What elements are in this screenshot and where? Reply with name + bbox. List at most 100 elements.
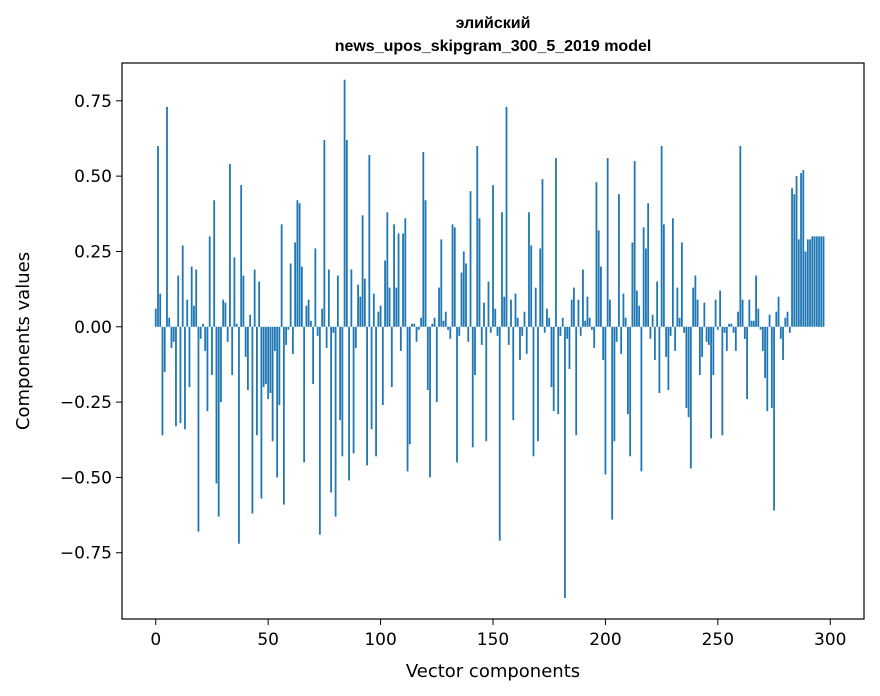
bar — [449, 326, 452, 339]
x-axis-ticks: 0 50 100 150 200 250 300 — [150, 619, 846, 650]
bar — [721, 326, 724, 436]
bar — [213, 200, 216, 327]
bar — [732, 326, 735, 333]
bar — [195, 269, 198, 327]
bar — [276, 326, 279, 478]
bar — [746, 326, 748, 400]
bar — [775, 311, 778, 327]
bar — [761, 326, 764, 351]
bar — [323, 139, 326, 327]
bar — [193, 305, 195, 327]
bar — [784, 317, 787, 327]
bar — [415, 326, 418, 342]
bar — [224, 302, 227, 327]
bar — [809, 239, 811, 327]
x-tick-label: 100 — [364, 630, 396, 650]
bar — [516, 317, 519, 327]
bar — [624, 317, 627, 327]
bar — [752, 320, 755, 327]
bar — [260, 326, 263, 499]
bar — [476, 146, 479, 327]
bar — [622, 293, 625, 327]
bar — [764, 326, 766, 378]
bar — [680, 242, 683, 327]
bar — [683, 326, 686, 333]
x-tick-label: 150 — [477, 630, 509, 650]
bar — [561, 317, 564, 327]
bar — [604, 326, 607, 475]
x-axis-label: Vector components — [406, 661, 580, 682]
bar — [714, 299, 717, 327]
bar — [269, 326, 272, 394]
bar — [220, 326, 222, 403]
bar — [384, 260, 386, 327]
bar — [190, 266, 193, 327]
bar — [788, 326, 791, 333]
bar — [489, 326, 492, 333]
bar — [184, 326, 186, 430]
bar — [231, 326, 234, 375]
bar — [676, 287, 679, 327]
bar — [291, 326, 294, 354]
bar — [411, 323, 413, 327]
bar — [629, 326, 632, 457]
bar — [444, 311, 447, 327]
bar — [653, 326, 656, 360]
bar — [179, 326, 182, 424]
bar — [779, 326, 782, 339]
bar — [397, 233, 400, 327]
bar — [755, 275, 757, 327]
bar — [777, 296, 780, 327]
bar — [770, 326, 773, 409]
bar — [582, 269, 584, 327]
bar — [352, 326, 355, 454]
bar — [532, 326, 535, 457]
bar — [456, 326, 458, 463]
bar — [773, 326, 775, 511]
bar — [555, 158, 557, 327]
bar — [215, 326, 218, 484]
x-tick-label: 300 — [814, 630, 846, 650]
bar — [678, 317, 681, 327]
bar — [157, 146, 159, 327]
bar — [393, 224, 395, 327]
bar — [492, 185, 494, 327]
bar — [537, 326, 539, 442]
bar — [552, 326, 555, 412]
bar — [728, 323, 730, 327]
bar — [696, 299, 699, 327]
bar — [748, 299, 751, 327]
chart-subtitle: news_upos_skipgram_300_5_2019 model — [335, 38, 652, 55]
bar — [768, 314, 771, 327]
bar — [348, 326, 350, 481]
bar — [256, 326, 258, 436]
bar — [584, 320, 587, 327]
bar — [633, 161, 636, 327]
bar — [519, 326, 521, 360]
bar — [440, 239, 443, 327]
bar — [510, 299, 512, 327]
bar — [597, 230, 600, 327]
bar — [759, 326, 762, 330]
bar — [725, 326, 728, 351]
bar — [336, 275, 339, 327]
bar — [528, 212, 530, 327]
bar — [570, 299, 573, 327]
bar — [577, 299, 580, 327]
bar — [314, 248, 317, 327]
bar — [211, 326, 213, 375]
bar — [294, 242, 297, 327]
bar — [710, 326, 712, 439]
bar — [278, 326, 281, 406]
bar — [642, 227, 645, 327]
bar — [705, 326, 708, 342]
bar — [413, 323, 416, 327]
bar — [282, 326, 285, 505]
bar — [797, 239, 800, 327]
bar — [359, 296, 362, 327]
bar — [474, 326, 476, 375]
bar — [316, 326, 319, 336]
bar — [485, 326, 488, 442]
bar — [550, 326, 553, 388]
